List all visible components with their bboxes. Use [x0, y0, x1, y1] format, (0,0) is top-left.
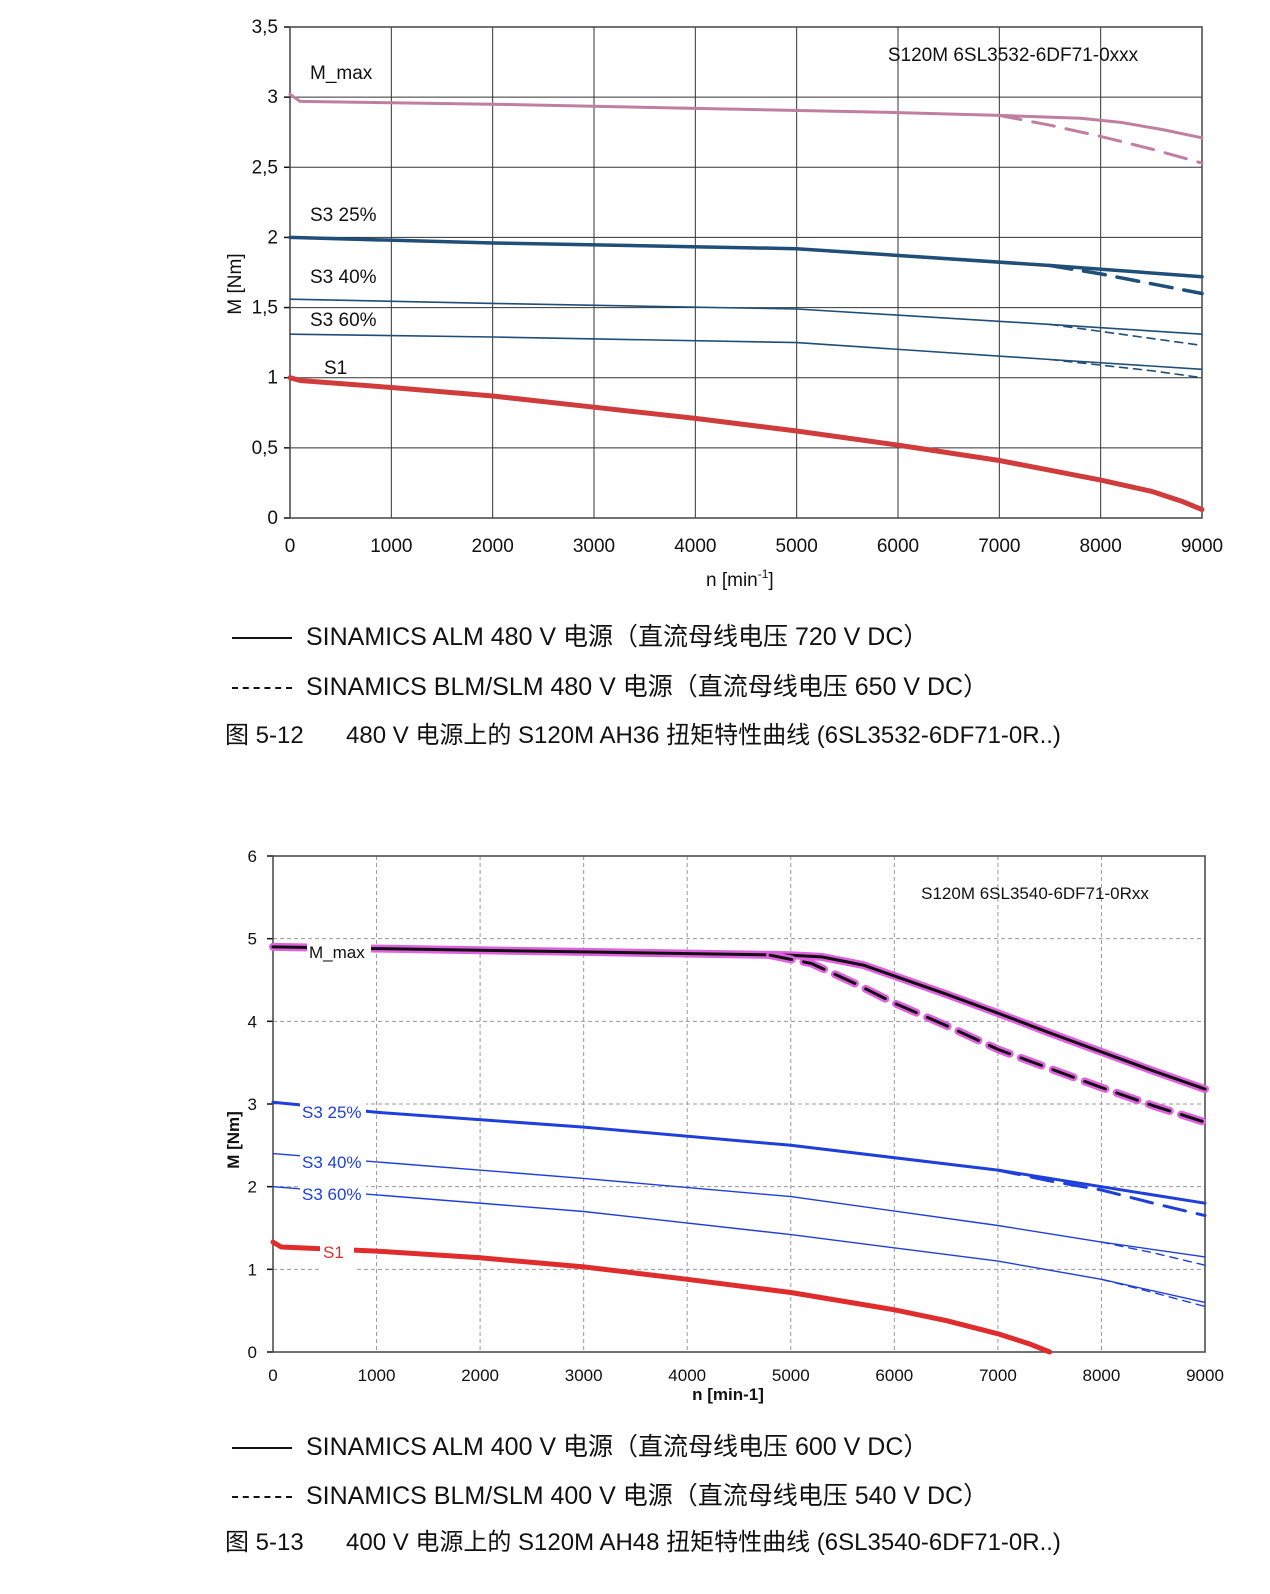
series-line-dashed-5: [1049, 323, 1203, 347]
legend-dashed-text: SINAMICS BLM/SLM 400 V 电源（直流母线电压 540 V D…: [306, 1482, 989, 1510]
y-tick-label: 1: [248, 1260, 257, 1279]
y-tick-label: 3: [248, 1095, 257, 1114]
series-line-s1: [270, 1239, 1053, 1355]
x-tick-label: 9000: [1186, 1366, 1224, 1385]
y-tick-label: 0: [267, 508, 278, 529]
figure-number: 图 5-13: [225, 1529, 304, 1556]
x-tick-label: 4000: [668, 1366, 706, 1385]
chart-title: S120M 6SL3540-6DF71-0Rxx: [921, 884, 1149, 903]
series-label-mmax: M_max: [310, 63, 373, 84]
series-label-s3-25: S3 25%: [302, 1103, 362, 1122]
figure-number: 图 5-12: [225, 722, 304, 749]
x-axis-label: n [min-1]: [706, 567, 774, 591]
x-tick-label: 7000: [978, 536, 1020, 557]
series-label-s3-40: S3 40%: [310, 267, 377, 288]
legend-solid: SINAMICS ALM 480 V 电源（直流母线电压 720 V DC）: [232, 617, 928, 653]
y-tick-label: 4: [248, 1012, 257, 1031]
series-line-s3-25-: [288, 235, 1204, 279]
plot-frame: [272, 855, 1206, 1353]
x-tick-label: 8000: [1083, 1366, 1121, 1385]
series-label-s1: S1: [324, 358, 347, 379]
y-axis-label: M [Nm]: [224, 1111, 243, 1169]
y-tick-label: 1,5: [252, 298, 278, 319]
y-axis-label: M [Nm]: [225, 253, 246, 314]
y-tick-label: 2: [248, 1178, 257, 1197]
legend-solid: SINAMICS ALM 400 V 电源（直流母线电压 600 V DC）: [232, 1427, 928, 1463]
legend-solid-text: SINAMICS ALM 400 V 电源（直流母线电压 600 V DC）: [306, 1433, 929, 1461]
x-tick-label: 7000: [979, 1366, 1017, 1385]
series-label-s3-60: S3 60%: [310, 310, 377, 331]
series-halo-line: [269, 942, 1209, 1094]
x-tick-label: 6000: [877, 536, 919, 557]
y-tick-label: 2: [267, 227, 278, 248]
torque-chart-400v: 0 1000 2000 3000 4000 5000 6000 7000 8000 9000 0 1 2…: [224, 847, 1224, 1404]
series-line-m-max: [271, 945, 1207, 1091]
series-line-dashed-7: [1049, 358, 1203, 379]
series-line-dashed-3: [996, 1168, 1207, 1218]
torque-chart-480v: 0 1000 2000 3000 4000 5000 6000 7000 8000 9000 0 0,…: [225, 17, 1223, 591]
x-tick-label: 3000: [573, 536, 615, 557]
series-line-s3-40-: [272, 1152, 1206, 1258]
series-line-s3-40-: [289, 298, 1203, 336]
x-tick-label: 2000: [472, 536, 514, 557]
x-tick-label: 8000: [1080, 536, 1122, 557]
series-halo-line: [766, 951, 1209, 1127]
y-tick-label: 0,5: [252, 438, 278, 459]
series-line-dashed-1: [768, 953, 1207, 1124]
legend-dashed-text: SINAMICS BLM/SLM 480 V 电源（直流母线电压 650 V D…: [306, 673, 989, 701]
x-tick-label: 0: [285, 536, 296, 557]
y-tick-label: 3,5: [252, 17, 278, 38]
series-label-s3-25: S3 25%: [310, 205, 377, 226]
series-line-dashed-3: [1048, 263, 1204, 296]
x-tick-label: 5000: [776, 536, 818, 557]
x-axis-label: n [min-1]: [692, 1385, 764, 1404]
plot-frame: [289, 26, 1203, 519]
y-tick-label: 3: [267, 87, 278, 108]
figure-caption: 图 5-13 400 V 电源上的 S120M AH48 扭矩特性曲线 (6SL3…: [225, 1522, 1061, 1557]
x-tick-label: 3000: [565, 1366, 603, 1385]
y-tick-label: 5: [248, 930, 257, 949]
series-line-dashed-7: [1100, 1278, 1206, 1308]
x-tick-label: 5000: [772, 1366, 810, 1385]
figure-caption-text: 480 V 电源上的 S120M AH36 扭矩特性曲线 (6SL3532-6D…: [346, 722, 1061, 749]
x-tick-label: 0: [268, 1366, 277, 1385]
y-tick-label: 6: [248, 847, 257, 866]
y-tick-label: 2,5: [252, 157, 278, 178]
solid-line-sample: [232, 1447, 292, 1450]
x-tick-label: 2000: [461, 1366, 499, 1385]
x-tick-label: 9000: [1181, 536, 1223, 557]
x-tick-label: 4000: [674, 536, 716, 557]
series-line-s3-25-: [271, 1100, 1207, 1205]
figure-caption: 图 5-12 480 V 电源上的 S120M AH36 扭矩特性曲线 (6SL3…: [225, 715, 1061, 750]
solid-line-sample: [232, 637, 292, 640]
series-line-dashed-1: [997, 113, 1204, 165]
legend-solid-text: SINAMICS ALM 480 V 电源（直流母线电压 720 V DC）: [306, 623, 929, 651]
chart-title: S120M 6SL3532-6DF71-0xxx: [888, 45, 1139, 66]
figure-caption-text: 400 V 电源上的 S120M AH48 扭矩特性曲线 (6SL3540-6D…: [346, 1529, 1061, 1556]
x-tick-label: 6000: [875, 1366, 913, 1385]
series-label-mmax: M_max: [309, 943, 365, 962]
x-tick-label: 1000: [358, 1366, 396, 1385]
legend-dashed: SINAMICS BLM/SLM 480 V 电源（直流母线电压 650 V D…: [232, 667, 988, 703]
series-line-s3-60-: [289, 333, 1203, 371]
dashed-line-sample: [232, 1496, 292, 1499]
legend-dashed: SINAMICS BLM/SLM 400 V 电源（直流母线电压 540 V D…: [232, 1476, 988, 1512]
y-tick-label: 1: [267, 368, 278, 389]
y-tick-label: 0: [248, 1343, 257, 1362]
series-label-s3-40: S3 40%: [302, 1153, 362, 1172]
series-label-s1: S1: [323, 1243, 344, 1262]
dashed-line-sample: [232, 687, 292, 690]
series-line-s1: [287, 375, 1205, 513]
series-label-s3-60: S3 60%: [302, 1185, 362, 1204]
x-tick-label: 1000: [370, 536, 412, 557]
series-line-m-max: [288, 92, 1204, 140]
series-line-dashed-5: [1100, 1241, 1206, 1266]
